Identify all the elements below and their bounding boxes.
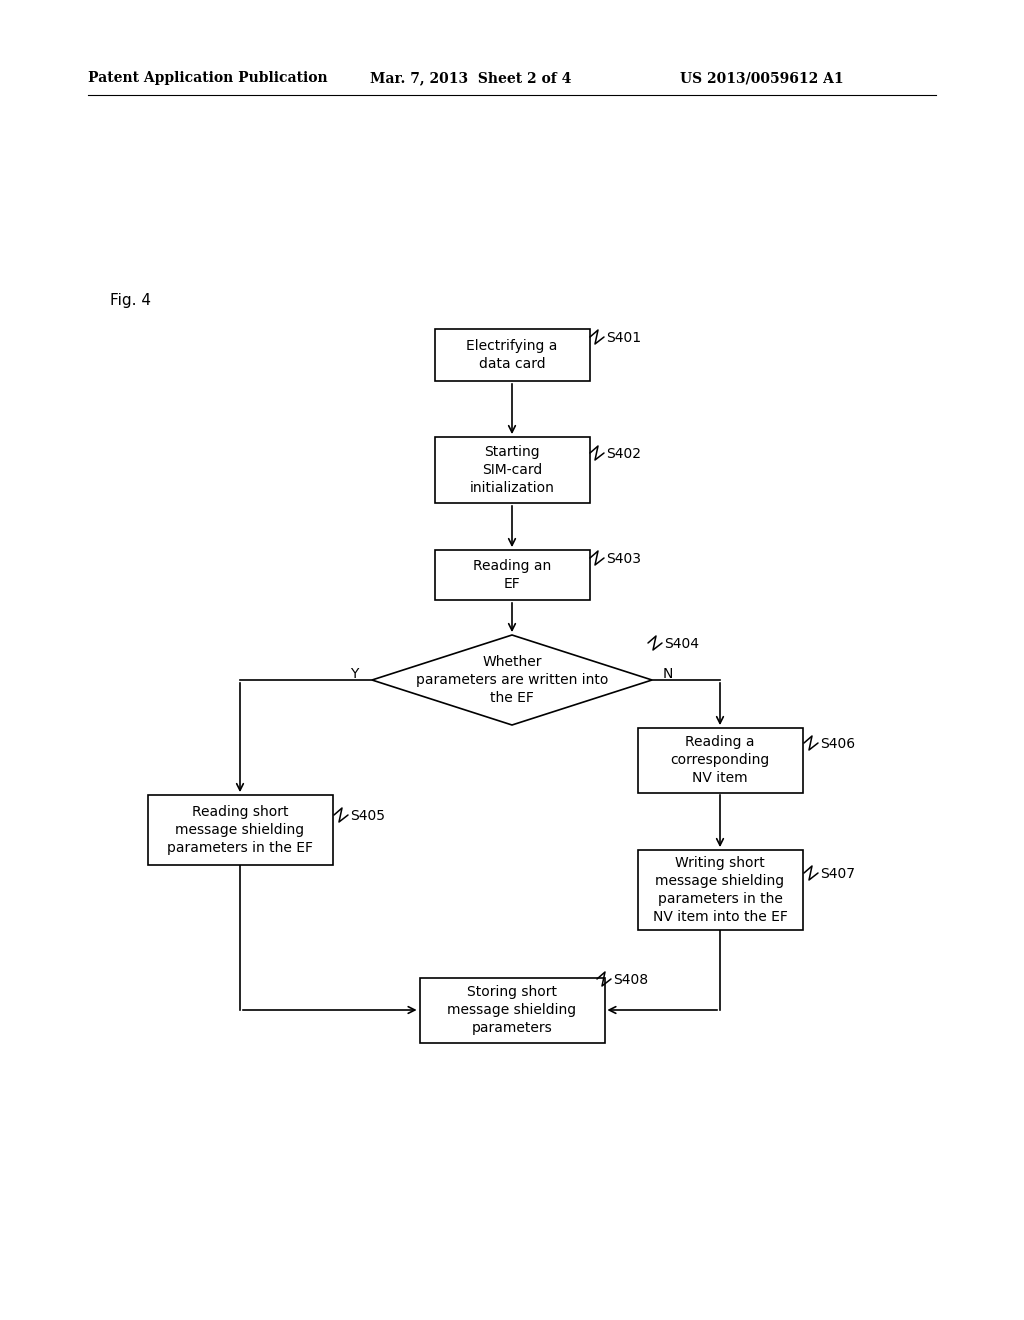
Text: S401: S401 xyxy=(606,331,641,345)
Text: US 2013/0059612 A1: US 2013/0059612 A1 xyxy=(680,71,844,84)
Bar xyxy=(638,727,803,792)
Text: Storing short
message shielding
parameters: Storing short message shielding paramete… xyxy=(447,985,577,1035)
Text: Writing short
message shielding
parameters in the
NV item into the EF: Writing short message shielding paramete… xyxy=(652,857,787,924)
Bar xyxy=(434,437,590,503)
Text: Reading a
corresponding
NV item: Reading a corresponding NV item xyxy=(671,735,770,785)
Bar xyxy=(638,850,803,931)
Polygon shape xyxy=(372,635,652,725)
Text: Whether
parameters are written into
the EF: Whether parameters are written into the … xyxy=(416,655,608,705)
Text: Fig. 4: Fig. 4 xyxy=(110,293,151,308)
Bar xyxy=(420,978,604,1043)
Text: Electrifying a
data card: Electrifying a data card xyxy=(466,339,558,371)
Bar xyxy=(147,795,333,865)
Text: S402: S402 xyxy=(606,447,641,461)
Text: S405: S405 xyxy=(350,809,385,822)
Text: Mar. 7, 2013  Sheet 2 of 4: Mar. 7, 2013 Sheet 2 of 4 xyxy=(370,71,571,84)
Text: N: N xyxy=(663,667,673,681)
Bar xyxy=(434,329,590,381)
Text: Reading short
message shielding
parameters in the EF: Reading short message shielding paramete… xyxy=(167,805,313,855)
Text: Patent Application Publication: Patent Application Publication xyxy=(88,71,328,84)
Text: Starting
SIM-card
initialization: Starting SIM-card initialization xyxy=(470,445,554,495)
Text: S407: S407 xyxy=(820,867,855,880)
Text: S404: S404 xyxy=(664,638,699,651)
Text: S408: S408 xyxy=(613,973,648,987)
Bar xyxy=(434,550,590,601)
Text: S406: S406 xyxy=(820,737,855,751)
Text: Reading an
EF: Reading an EF xyxy=(473,560,551,591)
Text: S403: S403 xyxy=(606,552,641,566)
Text: Y: Y xyxy=(350,667,358,681)
